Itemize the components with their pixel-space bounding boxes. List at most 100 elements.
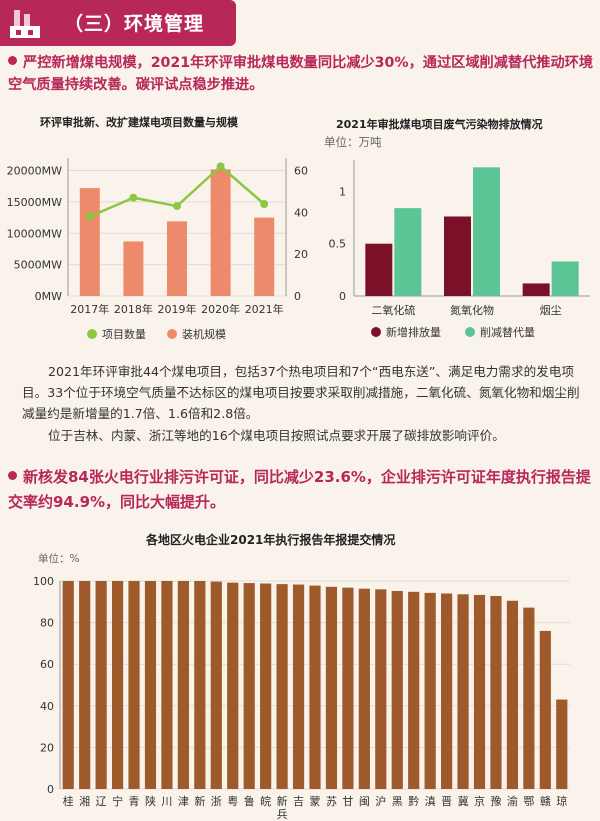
bar-submission-rate — [227, 582, 239, 789]
bar-capacity — [167, 221, 187, 296]
x-axis-tick: 2017年 — [70, 302, 109, 316]
x-axis-tick: 宁 — [112, 794, 123, 808]
y-axis-tick: 0 — [47, 783, 54, 796]
chart2-unit: 单位：万吨 — [324, 135, 382, 149]
right-axis-tick: 20 — [294, 248, 308, 261]
x-axis-tick: 氮氧化物 — [450, 303, 494, 317]
chart1-title: 环评审批新、改扩建煤电项目数量与规模 — [40, 116, 238, 129]
x-axis-tick: 2021年 — [245, 302, 284, 316]
bar-submission-rate — [177, 581, 189, 789]
x-axis-tick: 陕 — [145, 794, 156, 808]
x-axis-tick: 渝 — [507, 794, 518, 808]
y-axis-tick: 60 — [40, 658, 54, 671]
y-axis-tick: 0.5 — [329, 238, 347, 251]
bar-submission-rate — [556, 699, 568, 789]
right-axis-tick: 60 — [294, 165, 308, 178]
y-axis-tick: 0 — [339, 290, 346, 303]
y-axis-tick: 1 — [339, 185, 346, 198]
y-axis-tick: 40 — [40, 700, 54, 713]
x-axis-tick: 湘 — [79, 794, 90, 808]
x-axis-tick: 鄂 — [523, 795, 534, 808]
bar-submission-rate — [144, 581, 157, 789]
bar-submission-rate — [391, 590, 403, 789]
bar-capacity — [210, 169, 231, 296]
factory-icon — [10, 10, 40, 38]
bar-submission-rate — [490, 595, 502, 789]
bar-submission-rate — [523, 607, 535, 789]
chart-coal-projects: 0MW 5000MW 10000MW 15000MW 20000MW 0 20 40 60 201… — [7, 158, 308, 341]
point-project-count — [129, 193, 138, 202]
x-axis-tick: 京 — [474, 794, 485, 808]
bar-submission-rate — [309, 585, 321, 789]
x-axis-tick: 新兵 — [277, 794, 288, 821]
x-axis-tick: 津 — [178, 795, 189, 808]
bar-submission-rate — [424, 592, 436, 789]
legend-label-reduction: 削减替代量 — [480, 325, 535, 339]
bar-submission-rate — [342, 587, 354, 789]
legend-label-capacity: 装机规模 — [182, 327, 226, 341]
x-axis-tick: 辽 — [96, 795, 107, 808]
x-axis-tick: 豫 — [490, 795, 501, 808]
bullet-icon — [8, 471, 17, 480]
bar-capacity — [123, 241, 144, 296]
x-axis-tick: 苏 — [326, 795, 337, 808]
legend-marker-reduction — [465, 327, 475, 337]
x-axis-tick: 蒙 — [310, 795, 321, 808]
bar-submission-rate — [260, 583, 272, 789]
bar-emission — [551, 261, 579, 296]
y-axis-tick: 80 — [40, 617, 54, 630]
bar-submission-rate — [161, 581, 173, 789]
paragraph-1: 2021年环评审批44个煤电项目，包括37个热电项目和7个“西电东送”、满足电力… — [22, 364, 580, 421]
x-axis-tick: 鲁 — [244, 794, 255, 808]
legend-marker-count — [87, 329, 97, 339]
x-axis-tick: 赣 — [540, 794, 551, 808]
bullet-icon — [8, 56, 17, 65]
left-axis-tick: 5000MW — [14, 259, 62, 272]
headline-coal-approval: 严控新增煤电规模，2021年环评审批煤电数量同比减少30%，通过区域削减替代推动… — [8, 52, 593, 96]
bar-submission-rate — [358, 588, 370, 789]
point-project-count — [173, 202, 181, 211]
chart2-title: 2021年审批煤电项目废气污染物排放情况 — [336, 118, 543, 131]
bar-submission-rate — [473, 594, 486, 789]
chart3-title: 各地区火电企业2021年执行报告年报提交情况 — [146, 533, 396, 547]
bar-capacity — [254, 217, 275, 296]
left-axis-tick: 15000MW — [7, 196, 62, 209]
bar-submission-rate — [128, 581, 140, 789]
bar-emission — [365, 243, 393, 296]
chart3-unit: 单位：% — [38, 553, 80, 565]
legend-marker-new — [371, 327, 381, 337]
x-axis-tick: 黑 — [392, 795, 403, 808]
right-axis-tick: 0 — [294, 290, 301, 303]
legend-label-new: 新增排放量 — [386, 325, 441, 339]
chart-report-submission: 0 20 40 60 80 100 桂湘辽宁青陕川津新浙粤鲁皖新兵吉蒙苏甘闽沪黑黔滇晋冀京豫… — [33, 575, 570, 821]
x-axis-tick: 黔 — [408, 794, 419, 808]
point-project-count — [216, 162, 225, 171]
bar-submission-rate — [276, 584, 288, 789]
y-axis-tick: 20 — [40, 741, 54, 754]
x-axis-tick: 青 — [129, 795, 140, 808]
left-axis-tick: 10000MW — [7, 227, 62, 240]
x-axis-tick: 川 — [161, 795, 172, 808]
x-axis-tick: 粤 — [227, 794, 238, 808]
x-axis-tick: 浙 — [211, 795, 222, 808]
x-axis-tick: 冀 — [458, 794, 469, 808]
x-axis-tick: 2020年 — [201, 302, 240, 316]
point-project-count — [85, 212, 94, 221]
bar-submission-rate — [325, 586, 338, 789]
bar-emission — [522, 283, 550, 296]
x-axis-tick: 二氧化硫 — [371, 303, 415, 317]
bar-submission-rate — [194, 581, 206, 789]
paragraph-2: 位于吉林、内蒙、浙江等地的16个煤电项目按照试点要求开展了碳排放影响评价。 — [48, 428, 505, 443]
x-axis-tick: 烟尘 — [540, 303, 562, 317]
legend-marker-capacity — [167, 329, 177, 339]
point-project-count — [260, 200, 269, 208]
x-axis-tick: 甘 — [342, 795, 353, 808]
bar-submission-rate — [457, 594, 469, 789]
x-axis-tick: 吉 — [293, 795, 304, 808]
bar-submission-rate — [408, 591, 420, 789]
bar-capacity — [79, 188, 100, 296]
bar-submission-rate — [506, 600, 519, 789]
bar-submission-rate — [62, 581, 74, 789]
x-axis-tick: 滇 — [425, 794, 436, 808]
